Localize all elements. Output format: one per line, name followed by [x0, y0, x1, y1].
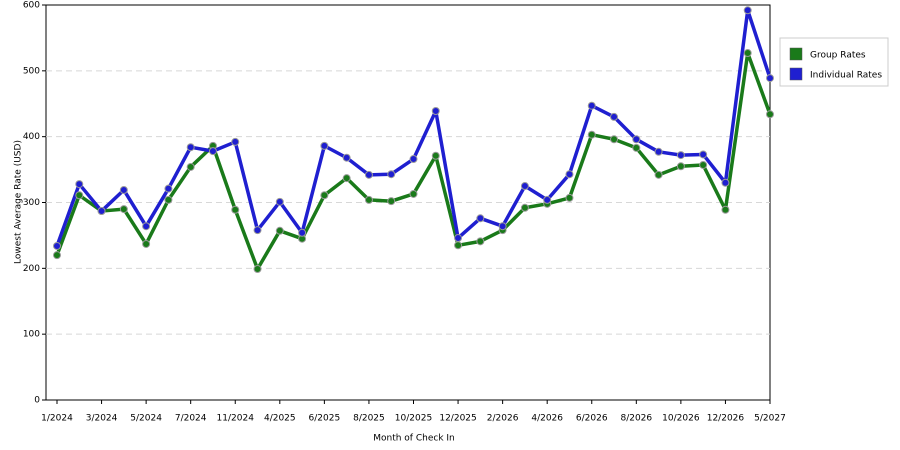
data-point: [721, 178, 730, 187]
data-point: [431, 106, 440, 115]
x-tick-label: 11/2024: [217, 414, 255, 424]
x-tick-label: 6/2026: [576, 414, 608, 424]
y-axis-title: Lowest Average Rate (USD): [14, 140, 24, 264]
data-point: [320, 191, 329, 200]
y-tick-label: 300: [23, 198, 40, 208]
y-tick-label: 500: [23, 66, 40, 76]
data-point: [208, 147, 217, 156]
data-point: [654, 147, 663, 156]
data-point: [364, 170, 373, 179]
data-point: [632, 143, 641, 152]
data-point: [409, 155, 418, 164]
x-tick-label: 5/2027: [754, 414, 786, 424]
data-point: [364, 195, 373, 204]
data-point: [632, 135, 641, 144]
legend-swatch: [789, 67, 803, 81]
data-point: [565, 170, 574, 179]
data-point: [275, 226, 284, 235]
x-tick-label: 5/2024: [130, 414, 162, 424]
y-tick-label: 0: [34, 396, 40, 406]
data-point: [53, 251, 61, 260]
x-tick-label: 6/2025: [309, 414, 341, 424]
x-tick-label: 8/2025: [353, 414, 385, 424]
data-point: [75, 180, 84, 189]
data-point: [565, 193, 574, 202]
data-point: [476, 214, 485, 223]
x-axis-title: Month of Check In: [373, 434, 455, 444]
x-tick-label: 3/2024: [86, 414, 118, 424]
data-point: [186, 143, 195, 152]
x-tick-label: 2/2026: [487, 414, 519, 424]
data-point: [253, 226, 262, 235]
data-point: [164, 195, 173, 204]
data-point: [454, 234, 463, 243]
data-point: [431, 151, 440, 160]
data-point: [610, 112, 619, 121]
y-tick-label: 600: [23, 1, 40, 11]
data-point: [97, 207, 106, 216]
data-point: [253, 264, 262, 273]
x-tick-label: 1/2024: [41, 414, 73, 424]
data-point: [610, 135, 619, 144]
data-point: [119, 205, 128, 214]
data-point: [676, 162, 685, 171]
x-tick-label: 10/2026: [662, 414, 700, 424]
data-point: [699, 150, 708, 159]
data-point: [766, 110, 774, 119]
data-point: [387, 197, 396, 206]
data-point: [142, 239, 151, 248]
data-point: [676, 151, 685, 160]
legend-label: Group Rates: [810, 51, 866, 61]
data-point: [409, 189, 418, 198]
data-point: [53, 241, 61, 250]
x-tick-label: 12/2025: [439, 414, 476, 424]
data-point: [387, 170, 396, 179]
data-point: [743, 49, 752, 58]
data-point: [587, 130, 596, 139]
data-point: [298, 228, 307, 237]
y-tick-label: 400: [23, 132, 40, 142]
x-tick-label: 10/2025: [395, 414, 432, 424]
data-point: [476, 237, 485, 246]
data-point: [342, 153, 351, 162]
data-point: [543, 195, 552, 204]
data-point: [498, 222, 507, 231]
data-point: [119, 185, 128, 194]
data-point: [766, 74, 774, 83]
data-point: [342, 174, 351, 183]
data-point: [142, 222, 151, 231]
x-tick-label: 7/2024: [175, 414, 207, 424]
data-point: [721, 205, 730, 214]
data-point: [186, 162, 195, 171]
x-tick-label: 4/2026: [531, 414, 563, 424]
data-point: [164, 184, 173, 193]
data-point: [699, 160, 708, 169]
data-point: [587, 101, 596, 110]
data-point: [654, 170, 663, 179]
data-point: [275, 197, 284, 206]
data-point: [231, 137, 240, 146]
data-point: [520, 203, 529, 212]
data-point: [454, 241, 463, 250]
y-tick-label: 200: [23, 264, 40, 274]
y-tick-label: 100: [23, 330, 40, 340]
data-point: [231, 205, 240, 214]
x-tick-label: 4/2025: [264, 414, 296, 424]
x-tick-label: 8/2026: [620, 414, 652, 424]
data-point: [75, 191, 84, 200]
data-point: [320, 141, 329, 150]
x-tick-label: 12/2026: [707, 414, 745, 424]
legend-swatch: [789, 47, 803, 61]
data-point: [520, 182, 529, 191]
data-point: [743, 6, 752, 15]
legend-label: Individual Rates: [810, 71, 882, 81]
